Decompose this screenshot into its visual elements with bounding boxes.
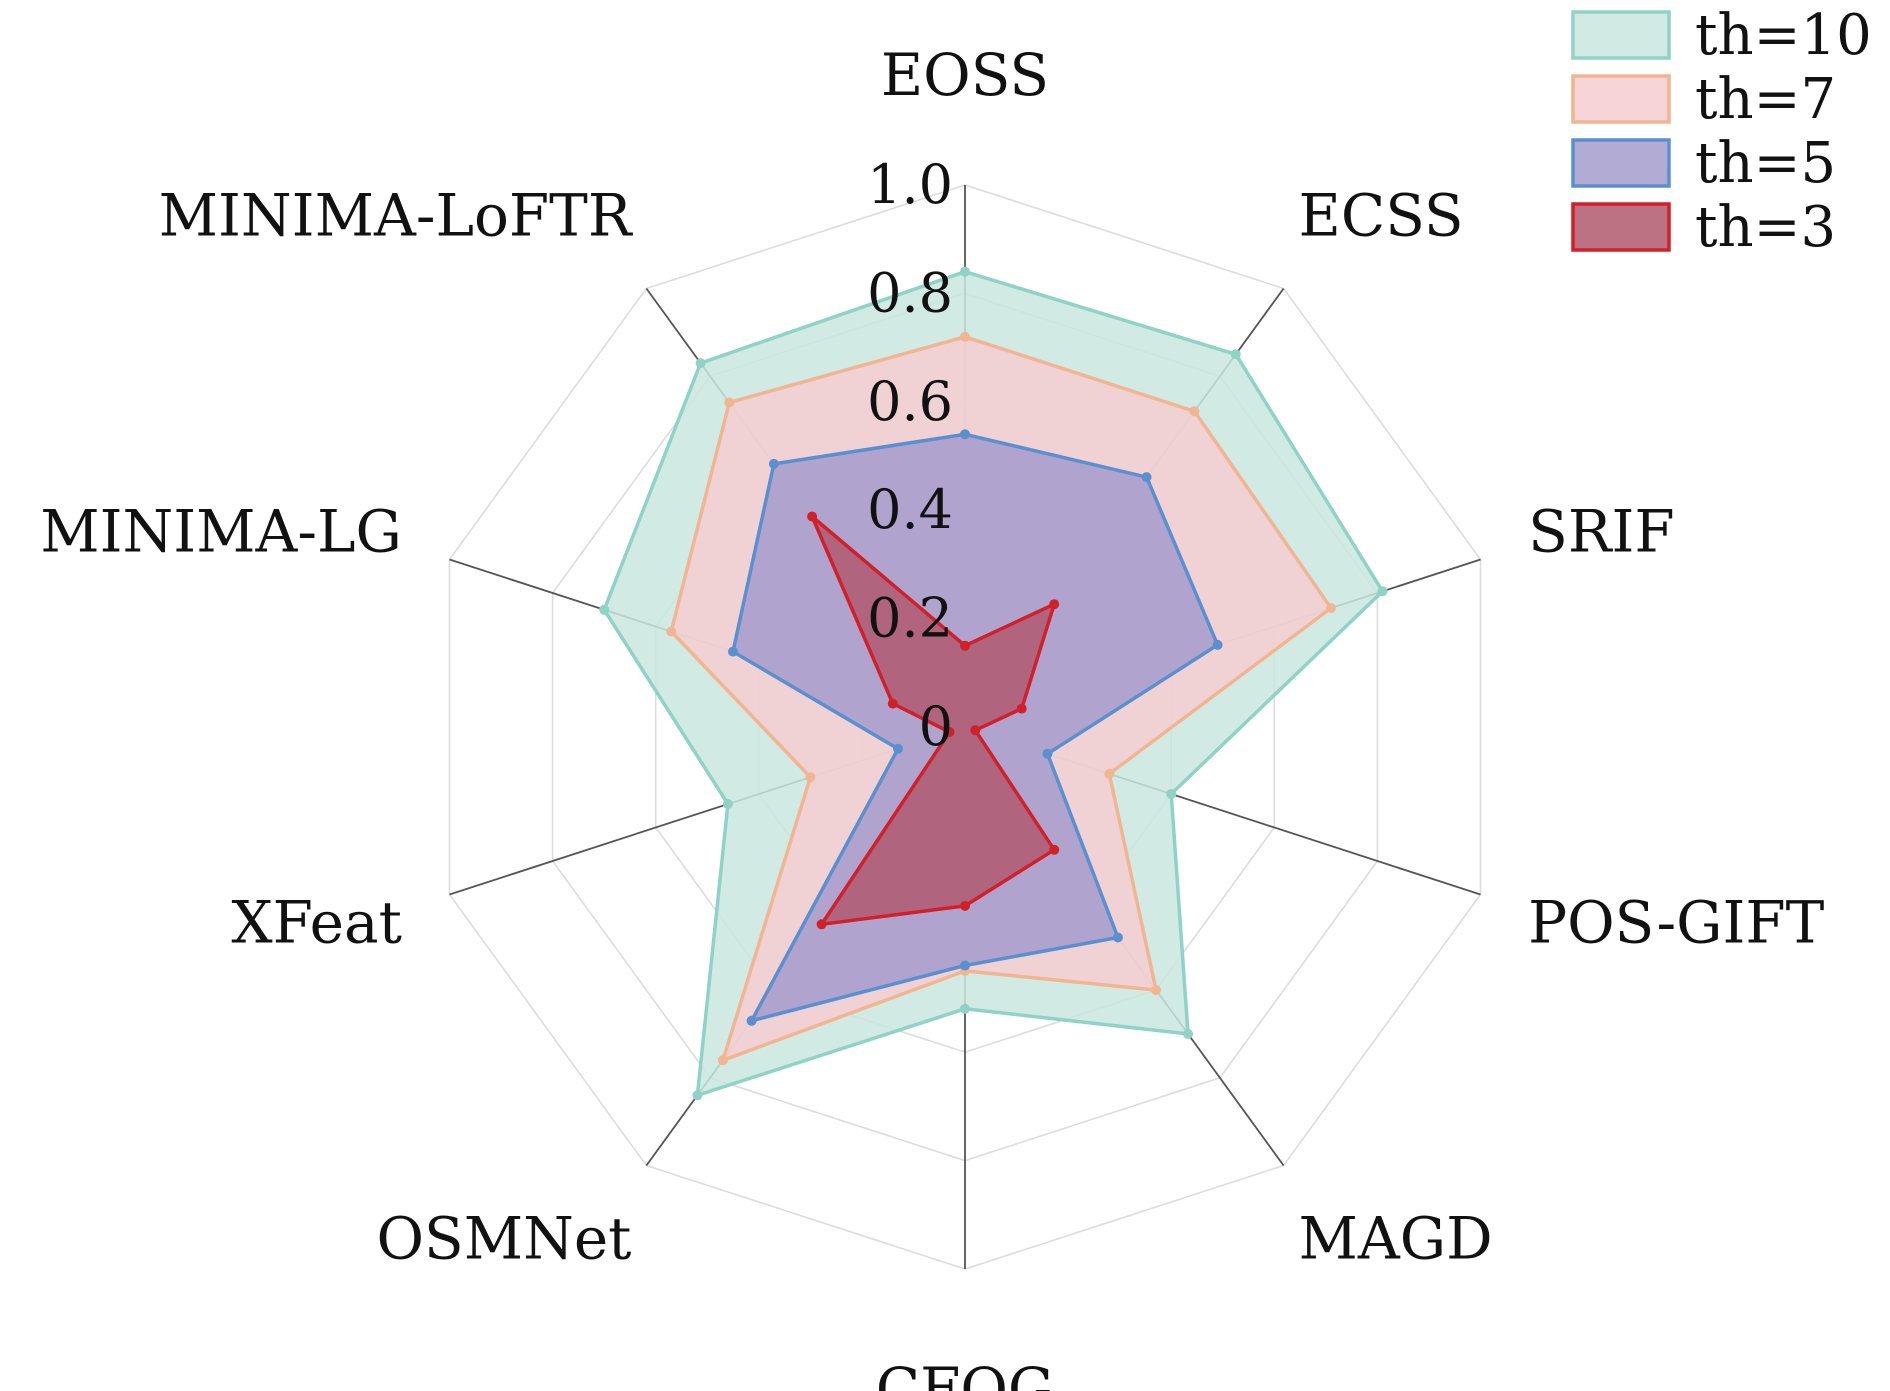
series-1-point-cfog — [960, 1003, 970, 1014]
series-3-point-cfog — [960, 960, 970, 971]
series-2-point-srif — [1326, 603, 1336, 614]
series-2-point-minima-lg — [666, 626, 677, 637]
series-1-point-minima-lg — [599, 604, 610, 615]
tick-label-1: 0.2 — [867, 587, 953, 650]
radial-tick-labels: 0 0.2 0.4 0.6 0.8 1.0 — [867, 153, 953, 758]
axis-label-ecss: ECSS — [1299, 182, 1464, 250]
series-4-point-srif — [1016, 703, 1027, 714]
tick-label-2: 0.4 — [867, 478, 953, 541]
series-2-point-pos-gift — [1104, 768, 1115, 779]
series-1-point-pos-gift — [1166, 789, 1177, 799]
axis-label-minima-lg: MINIMA-LG — [40, 498, 402, 566]
axis-label-cfog: CFOG — [876, 1355, 1055, 1391]
axis-label-srif: SRIF — [1528, 498, 1675, 566]
series-1-point-magd — [1183, 1028, 1193, 1039]
series-1-point-minima-loftr — [695, 358, 706, 369]
legend-label-2: th=7 — [1695, 67, 1836, 132]
axis-label-osmnet: OSMNet — [376, 1204, 631, 1272]
series-1-point-osmnet — [692, 1090, 703, 1101]
series-4-point-magd — [1049, 844, 1060, 855]
tick-label-0: 0 — [919, 695, 953, 758]
radar-series-layer — [599, 266, 1388, 1101]
tick-label-4: 0.8 — [867, 261, 953, 324]
series-1-point-xfeat — [722, 799, 733, 809]
axis-label-eoss: EOSS — [881, 41, 1049, 109]
series-4 — [807, 511, 1060, 930]
legend-swatch-4 — [1571, 202, 1671, 252]
series-3-point-eoss — [960, 429, 970, 440]
series-1-point-eoss — [960, 266, 970, 277]
legend-label-3: th=5 — [1695, 131, 1836, 196]
series-2-point-ecss — [1189, 406, 1200, 417]
series-2-point-magd — [1151, 985, 1162, 996]
series-3-point-srif — [1212, 639, 1223, 650]
series-3-point-xfeat — [893, 743, 903, 754]
axis-label-minima-loftr: MINIMA-LoFTR — [159, 182, 634, 250]
axis-label-pos-gift: POS-GIFT — [1528, 888, 1825, 956]
series-1-point-srif — [1377, 586, 1388, 597]
legend-label-4: th=3 — [1695, 195, 1836, 260]
series-4-point-cfog — [960, 900, 970, 911]
series-3-point-magd — [1112, 932, 1123, 943]
series-4-point-minima-lg — [887, 698, 898, 709]
series-4-point-xfeat — [944, 727, 955, 737]
legend-swatch-2 — [1571, 74, 1671, 124]
axis-labels: EOSS ECSS SRIF POS-GIFT MAGD CFOG OSMNet XFeat M… — [40, 41, 1824, 1391]
series-2-point-xfeat — [805, 772, 816, 783]
tick-label-5: 1.0 — [867, 153, 953, 216]
series-3-point-osmnet — [746, 1015, 757, 1026]
tick-label-3: 0.6 — [867, 370, 953, 433]
axis-label-xfeat: XFeat — [231, 888, 402, 956]
legend-label-1: th=10 — [1695, 3, 1872, 68]
series-4-point-osmnet — [816, 919, 827, 930]
series-2-point-osmnet — [717, 1055, 728, 1066]
series-2-point-minima-loftr — [724, 397, 735, 408]
series-3-point-minima-loftr — [768, 458, 779, 469]
legend-swatch-1 — [1571, 10, 1671, 60]
series-3-point-ecss — [1141, 472, 1152, 483]
series-4-point-minima-loftr — [807, 511, 818, 522]
series-4-point-ecss — [1049, 599, 1060, 610]
legend-swatch-3 — [1571, 138, 1671, 188]
series-2-point-eoss — [960, 331, 970, 342]
series-4-point-eoss — [960, 640, 970, 651]
series-4-point-pos-gift — [970, 725, 981, 736]
axis-label-magd: MAGD — [1299, 1204, 1493, 1272]
series-1-point-ecss — [1230, 349, 1241, 360]
series-3-point-minima-lg — [728, 646, 738, 657]
series-3-point-pos-gift — [1042, 748, 1053, 759]
